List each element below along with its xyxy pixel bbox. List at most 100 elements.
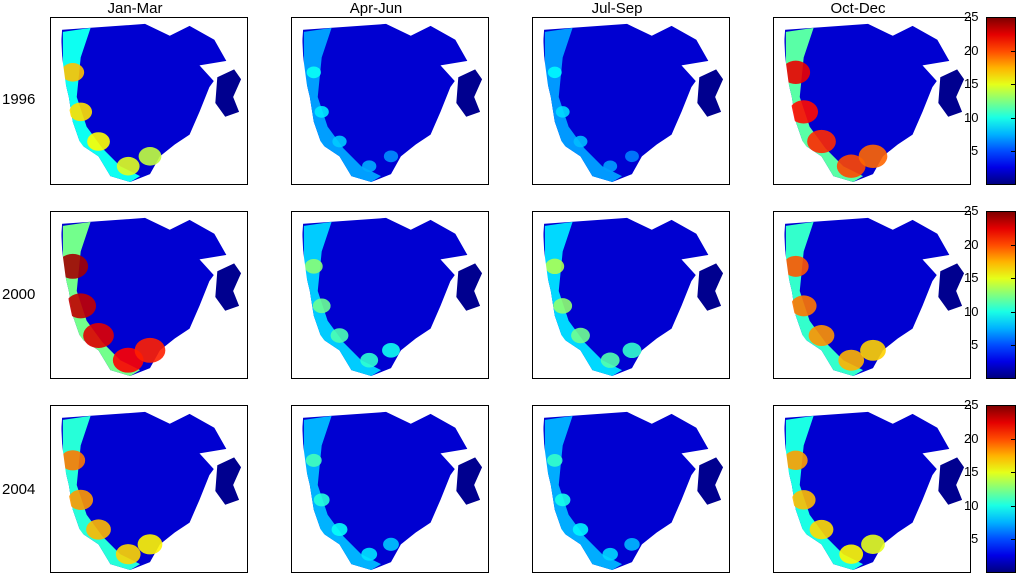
colorbar-tick — [1011, 539, 1016, 541]
colorbar-2004 — [986, 405, 1016, 573]
colorbar-tick-label: 10 — [964, 109, 979, 125]
baltic-waters — [215, 69, 242, 117]
colorbar-tick-label: 15 — [964, 270, 979, 286]
coastal-hotspot — [553, 298, 573, 314]
coastal-band — [785, 27, 864, 183]
coastal-hotspot — [839, 544, 864, 564]
coastal-band — [544, 221, 623, 377]
coastal-hotspot — [572, 523, 589, 536]
coastal-hotspot — [858, 144, 888, 168]
coastal-hotspot — [547, 453, 563, 467]
coastal-hotspot — [603, 160, 618, 172]
map-svg — [292, 18, 488, 184]
land-mass — [774, 18, 829, 184]
colorbar-tick — [1011, 211, 1016, 212]
land-mass — [292, 406, 347, 572]
coastal-band — [62, 415, 141, 571]
coastal-hotspot — [331, 522, 348, 537]
coastal-hotspot — [861, 534, 885, 555]
colorbar-2000 — [986, 211, 1016, 379]
colorbar-tick — [1011, 278, 1016, 280]
colorbar-tick-label: 20 — [964, 236, 979, 252]
coastal-band — [62, 221, 141, 377]
coastal-hotspot — [790, 295, 817, 317]
coastal-hotspot — [622, 342, 642, 359]
baltic-waters — [697, 457, 724, 505]
map-panel-2000-apr-jun — [291, 211, 489, 379]
map-panel-2004-apr-jun — [291, 405, 489, 573]
map-svg — [292, 406, 488, 572]
baltic-waters — [456, 457, 483, 505]
coastal-hotspot — [782, 255, 809, 277]
column-title-apr-jun: Apr-Jun — [349, 0, 403, 17]
map-svg — [51, 406, 247, 572]
colorbar-tick — [1011, 151, 1016, 153]
colorbar-tick-label: 25 — [964, 203, 979, 218]
coastal-hotspot — [809, 519, 834, 540]
coastal-hotspot — [383, 537, 399, 551]
colorbar-tick-label: 25 — [964, 9, 979, 24]
row-label-2004: 2004 — [2, 481, 36, 498]
coastal-hotspot — [115, 544, 141, 565]
map-panel-1996-apr-jun — [291, 17, 489, 185]
map-panel-2000-oct-dec — [773, 211, 971, 379]
coastal-hotspot — [571, 327, 590, 344]
coastal-hotspot — [808, 325, 835, 346]
map-panel-1996-oct-dec — [773, 17, 971, 185]
map-panel-2000-jul-sep — [532, 211, 730, 379]
row-label-1996: 1996 — [2, 91, 36, 108]
coastal-band — [785, 221, 864, 377]
colorbar-tick-label: 15 — [964, 76, 979, 92]
coastal-hotspot — [807, 129, 836, 154]
colorbar-tick — [1011, 345, 1016, 347]
map-svg — [292, 212, 488, 378]
colorbar-tick — [1011, 244, 1016, 246]
coastal-hotspot — [330, 328, 349, 343]
baltic-waters — [938, 457, 965, 505]
coastal-hotspot — [332, 135, 347, 148]
colorbar-tick-label: 25 — [964, 397, 979, 412]
map-svg — [533, 406, 729, 572]
colorbar-tick-label: 5 — [971, 143, 979, 159]
map-svg — [51, 18, 247, 184]
land-mass — [533, 406, 588, 572]
column-title-oct-dec: Oct-Dec — [830, 0, 886, 17]
coastal-hotspot — [545, 258, 565, 275]
coastal-hotspot — [838, 349, 865, 371]
map-svg — [533, 212, 729, 378]
colorbar-tick-label: 10 — [964, 303, 979, 319]
map-panel-1996-jul-sep — [532, 17, 730, 185]
column-title-jul-sep: Jul-Sep — [591, 0, 643, 17]
coastal-hotspot — [836, 154, 866, 178]
coastal-hotspot — [791, 490, 816, 510]
baltic-waters — [697, 69, 724, 117]
colorbar-tick — [1011, 50, 1016, 52]
colorbar-tick-label: 20 — [964, 42, 979, 58]
row-label-2000: 2000 — [2, 286, 36, 303]
colorbar-1996 — [986, 17, 1016, 185]
coastal-hotspot — [306, 66, 321, 79]
colorbar-tick-label: 5 — [971, 531, 979, 547]
coastal-band — [303, 27, 382, 183]
coastal-hotspot — [137, 534, 163, 555]
land-mass — [774, 212, 829, 378]
colorbar-tick — [1011, 472, 1016, 474]
coastal-hotspot — [138, 147, 162, 166]
coastal-hotspot — [547, 66, 562, 79]
coastal-hotspot — [61, 63, 85, 82]
baltic-waters — [456, 69, 483, 117]
coastal-hotspot — [116, 156, 140, 176]
land-mass — [533, 212, 588, 378]
map-svg — [774, 212, 970, 378]
map-panel-2004-jul-sep — [532, 405, 730, 573]
coastal-hotspot — [781, 60, 811, 85]
coastal-hotspot — [860, 339, 886, 361]
coastal-hotspot — [360, 352, 379, 368]
coastal-band — [785, 415, 864, 571]
coastal-hotspot — [361, 547, 378, 561]
coastal-hotspot — [555, 106, 570, 118]
coastal-band — [303, 415, 382, 571]
coastal-hotspot — [305, 453, 322, 467]
coastal-hotspot — [600, 352, 620, 368]
